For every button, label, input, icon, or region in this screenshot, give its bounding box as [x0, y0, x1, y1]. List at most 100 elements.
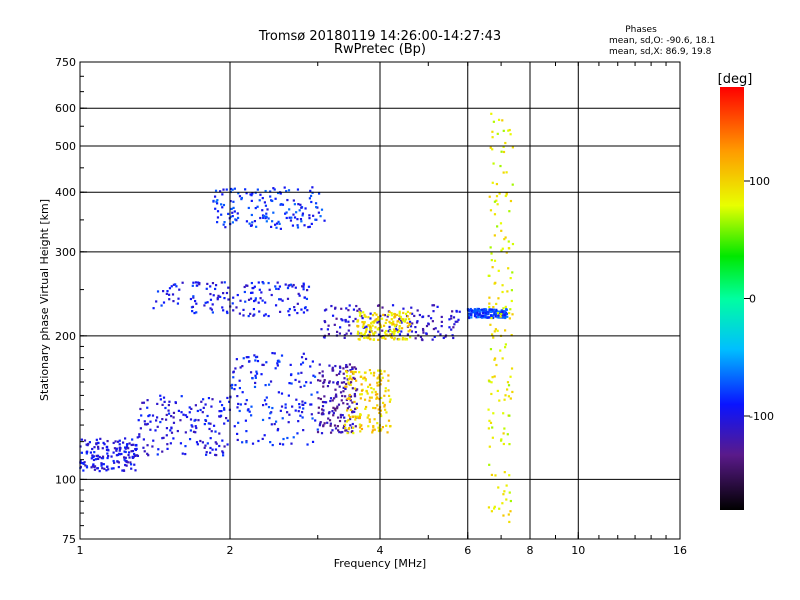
scatter-point: [328, 364, 331, 367]
scatter-point: [331, 409, 334, 413]
scatter-point: [348, 393, 352, 397]
y-axis-label: Stationary phase Virtual Height [km]: [38, 199, 51, 401]
scatter-point: [128, 456, 131, 459]
scatter-point: [499, 164, 502, 168]
scatter-point: [507, 395, 510, 398]
scatter-point: [205, 287, 208, 290]
scatter-point: [309, 189, 312, 193]
scatter-point: [177, 409, 180, 412]
scatter-point: [112, 441, 115, 445]
scatter-point: [155, 300, 158, 303]
scatter-point: [393, 325, 397, 328]
scatter-point: [399, 315, 402, 319]
scatter-point: [202, 398, 205, 401]
scatter-point: [511, 183, 514, 186]
scatter-point: [296, 188, 300, 191]
scatter-point: [377, 408, 380, 411]
scatter-point: [236, 394, 239, 398]
scatter-point: [237, 402, 240, 406]
scatter-point: [500, 150, 503, 153]
scatter-point: [493, 213, 497, 216]
scatter-point: [293, 216, 297, 219]
scatter-point: [338, 365, 342, 368]
scatter-point: [377, 429, 381, 433]
scatter-point: [152, 439, 155, 442]
scatter-point: [369, 317, 372, 320]
scatter-point: [491, 309, 494, 312]
scatter-point: [372, 374, 375, 377]
y-tick-label: 400: [55, 186, 76, 199]
scatter-point: [170, 431, 174, 434]
scatter-point: [113, 461, 116, 464]
scatter-point: [371, 324, 374, 327]
scatter-point: [209, 307, 212, 310]
scatter-point: [148, 414, 151, 417]
scatter-point: [370, 396, 373, 399]
scatter-point: [223, 296, 226, 300]
scatter-point: [212, 199, 215, 203]
scatter-point: [495, 182, 499, 186]
scatter-point: [440, 315, 443, 319]
scatter-point: [269, 380, 273, 383]
scatter-point: [241, 364, 244, 368]
scatter-point: [229, 215, 232, 219]
scatter-point: [226, 419, 230, 422]
scatter-point: [254, 374, 257, 377]
scatter-point: [409, 329, 412, 332]
scatter-point: [363, 315, 366, 318]
scatter-point: [267, 281, 270, 285]
scatter-point: [161, 450, 164, 453]
scatter-point: [195, 311, 198, 314]
scatter-point: [490, 392, 493, 396]
scatter-point: [489, 246, 492, 249]
scatter-point: [191, 425, 194, 428]
scatter-point: [377, 384, 380, 387]
scatter-point: [378, 381, 381, 384]
scatter-point: [306, 289, 309, 292]
scatter-point: [402, 307, 405, 310]
scatter-point: [409, 325, 413, 328]
scatter-point: [139, 427, 142, 430]
scatter-point: [374, 326, 377, 329]
scatter-point: [487, 316, 490, 319]
scatter-point: [389, 398, 392, 401]
scatter-point: [156, 453, 159, 456]
scatter-point: [345, 429, 348, 432]
scatter-point: [274, 285, 277, 288]
scatter-point: [311, 440, 315, 444]
scatter-point: [406, 315, 409, 318]
scatter-point: [347, 414, 351, 417]
scatter-point: [496, 316, 499, 319]
scatter-point: [337, 403, 341, 406]
scatter-point: [271, 443, 274, 447]
scatter-point: [508, 474, 511, 477]
scatter-point: [474, 313, 477, 316]
scatter-point: [225, 291, 229, 295]
scatter-point: [481, 314, 484, 318]
scatter-point: [432, 304, 436, 307]
scatter-point: [269, 412, 272, 415]
scatter-point: [296, 302, 299, 305]
scatter-point: [245, 220, 249, 223]
scatter-point: [317, 397, 320, 400]
scatter-point: [508, 491, 511, 494]
scatter-point: [110, 455, 113, 458]
scatter-point: [142, 401, 146, 404]
scatter-point: [271, 406, 274, 410]
scatter-point: [86, 444, 89, 447]
scatter-point: [408, 322, 412, 326]
scatter-point: [503, 398, 506, 401]
plot-area: 1 2 4 6 8 10 16 750 600 500 400 300 200 100 75: [55, 56, 687, 557]
scatter-point: [250, 199, 253, 203]
scatter-point: [491, 376, 494, 379]
scatter-point: [334, 388, 337, 391]
scatter-point: [361, 320, 364, 324]
scatter-point: [226, 443, 229, 446]
scatter-point: [500, 438, 503, 441]
scatter-point: [469, 307, 472, 311]
scatter-point: [124, 450, 127, 454]
scatter-point: [149, 428, 152, 431]
scatter-point: [168, 287, 172, 290]
scatter-point: [352, 415, 355, 418]
scatter-point: [291, 224, 295, 227]
